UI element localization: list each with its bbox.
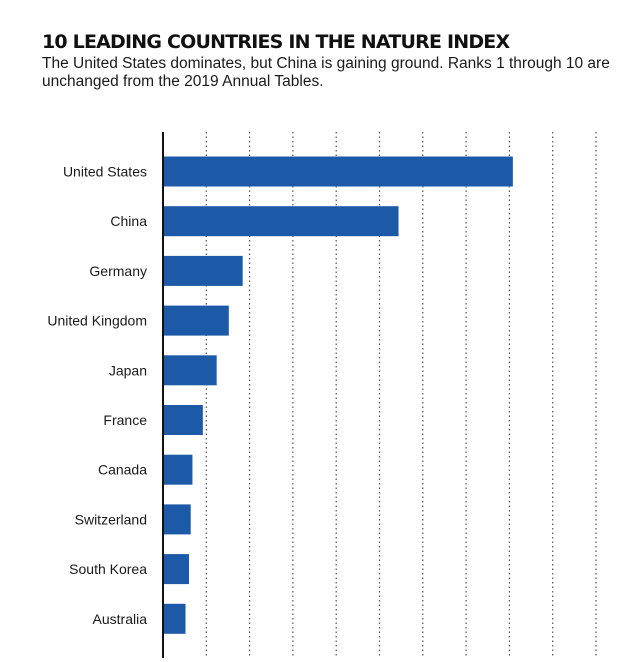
bar-australia xyxy=(163,603,186,634)
bar-germany xyxy=(163,255,243,286)
category-label: Japan xyxy=(109,362,147,378)
category-label: United States xyxy=(63,164,147,180)
bar-switzerland xyxy=(163,504,191,535)
bar-south-korea xyxy=(163,554,189,585)
category-label: France xyxy=(103,412,147,428)
bar-france xyxy=(163,405,203,435)
bar-united-kingdom xyxy=(163,305,229,336)
chart-subtitle: The United States dominates, but China i… xyxy=(42,55,610,90)
bar-united-states xyxy=(163,156,513,187)
bar-japan xyxy=(163,355,217,386)
category-label: South Korea xyxy=(69,561,147,577)
category-label: Australia xyxy=(93,611,148,627)
bar-canada xyxy=(163,454,193,485)
bars xyxy=(163,156,513,634)
category-labels: United States China Germany United Kingdom J… xyxy=(47,164,147,627)
category-label: Canada xyxy=(98,462,147,478)
category-label: Germany xyxy=(89,263,147,279)
category-label: Switzerland xyxy=(75,511,147,527)
category-label: United Kingdom xyxy=(47,313,147,329)
bar-china xyxy=(163,206,399,237)
category-label: China xyxy=(110,213,147,229)
chart-title: 10 LEADING COUNTRIES IN THE NATURE INDEX xyxy=(42,31,510,53)
